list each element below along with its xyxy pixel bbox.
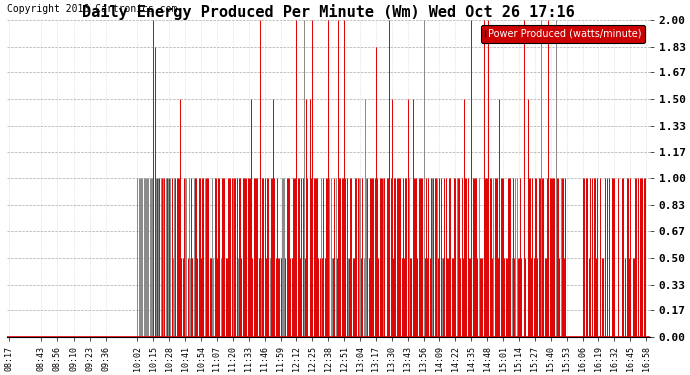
Title: Daily Energy Produced Per Minute (Wm) Wed Oct 26 17:16: Daily Energy Produced Per Minute (Wm) We…	[82, 4, 575, 20]
Legend: Power Produced (watts/minute): Power Produced (watts/minute)	[481, 25, 645, 43]
Text: Copyright 2016 Cartronics.com: Copyright 2016 Cartronics.com	[7, 4, 177, 14]
